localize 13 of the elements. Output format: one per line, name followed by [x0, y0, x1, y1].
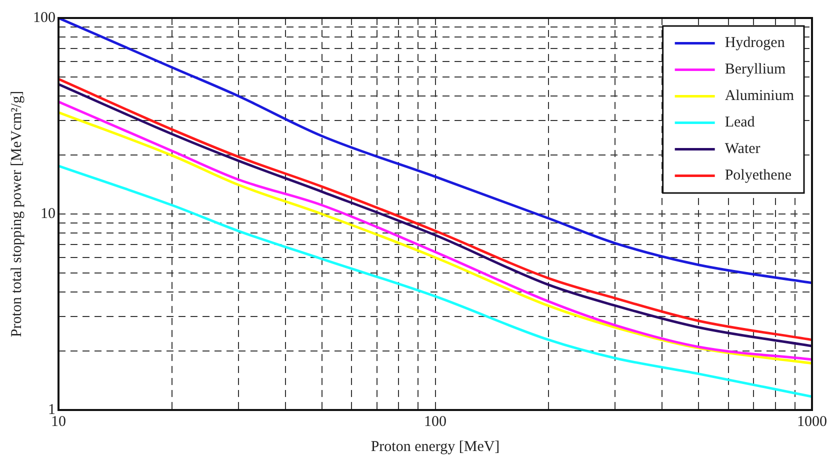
legend-label: Lead: [724, 114, 756, 131]
legend-label: Hydrogen: [724, 35, 786, 52]
y-axis-title: Proton total stopping power [MeVcm²/g]: [8, 90, 25, 338]
legend-label: Polyethene: [724, 168, 792, 184]
x-tick-label: 100: [424, 414, 446, 430]
y-tick-label: 10: [40, 206, 56, 222]
legend-label: Beryllium: [724, 62, 786, 78]
x-axis-title: Proton energy [MeV]: [370, 438, 500, 455]
legend-label: Water: [724, 141, 760, 158]
legend-label: Aluminium: [724, 88, 794, 104]
x-tick-label: 10: [51, 414, 66, 430]
y-tick-label: 100: [33, 10, 56, 26]
x-tick-label: 1000: [797, 414, 827, 430]
